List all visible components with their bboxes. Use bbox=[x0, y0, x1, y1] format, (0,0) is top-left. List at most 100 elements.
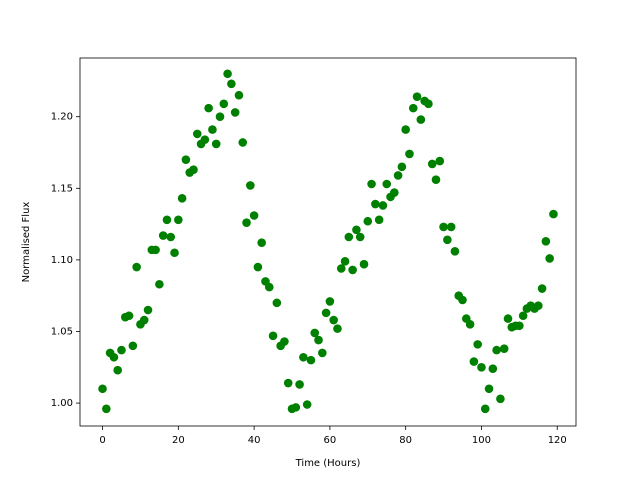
point bbox=[204, 103, 213, 113]
point bbox=[363, 216, 373, 226]
point bbox=[272, 298, 282, 308]
point bbox=[321, 308, 331, 318]
point bbox=[124, 311, 134, 321]
point bbox=[515, 321, 524, 331]
point bbox=[443, 235, 452, 245]
point bbox=[431, 175, 441, 185]
point bbox=[408, 103, 418, 113]
point bbox=[458, 295, 467, 305]
point bbox=[401, 125, 410, 134]
y-tick-label: 1.05 bbox=[51, 326, 73, 337]
point bbox=[427, 159, 437, 169]
point bbox=[208, 125, 217, 134]
point bbox=[177, 194, 187, 203]
point bbox=[227, 79, 236, 89]
point bbox=[249, 211, 259, 220]
point bbox=[117, 345, 126, 355]
point bbox=[132, 262, 141, 272]
point bbox=[450, 247, 460, 256]
point bbox=[253, 262, 263, 272]
point bbox=[143, 305, 153, 315]
point bbox=[299, 352, 308, 362]
point bbox=[238, 138, 248, 147]
point bbox=[98, 384, 107, 394]
point bbox=[503, 314, 513, 323]
point bbox=[374, 215, 384, 225]
point bbox=[499, 344, 509, 353]
point bbox=[291, 403, 301, 412]
y-axis-label: Normalised Flux bbox=[21, 202, 32, 283]
point bbox=[128, 341, 138, 351]
point bbox=[158, 231, 168, 240]
point bbox=[541, 236, 551, 246]
point bbox=[405, 149, 414, 159]
x-tick-label: 40 bbox=[248, 435, 261, 446]
point bbox=[477, 362, 486, 372]
point bbox=[246, 181, 255, 190]
y-tick-label: 1.20 bbox=[51, 112, 73, 123]
x-axis-label: Time (Hours) bbox=[295, 458, 361, 469]
point bbox=[378, 201, 388, 210]
point bbox=[166, 232, 176, 242]
point bbox=[496, 394, 505, 404]
point bbox=[382, 179, 392, 189]
y-tick-label: 1.00 bbox=[51, 398, 73, 409]
point bbox=[113, 365, 123, 375]
point bbox=[219, 99, 229, 109]
point bbox=[488, 364, 498, 374]
point bbox=[439, 222, 448, 232]
x-tick-label: 120 bbox=[548, 435, 567, 446]
y-tick-label: 1.15 bbox=[51, 183, 73, 194]
point bbox=[211, 139, 221, 149]
point bbox=[435, 156, 445, 166]
point bbox=[340, 257, 350, 266]
point bbox=[109, 352, 119, 362]
point bbox=[424, 99, 433, 109]
x-tick-label: 20 bbox=[172, 435, 185, 446]
point bbox=[325, 297, 335, 306]
point bbox=[393, 171, 403, 180]
point bbox=[170, 248, 179, 258]
x-tick-label: 0 bbox=[99, 435, 105, 446]
point bbox=[139, 315, 149, 325]
point bbox=[283, 378, 293, 388]
point bbox=[174, 215, 183, 225]
point bbox=[314, 335, 323, 345]
point bbox=[473, 340, 482, 349]
x-tick-label: 100 bbox=[472, 435, 491, 446]
point bbox=[446, 222, 456, 232]
point bbox=[234, 90, 244, 100]
point bbox=[333, 324, 342, 333]
point bbox=[155, 279, 164, 289]
point bbox=[215, 112, 225, 122]
y-tick-label: 1.10 bbox=[51, 255, 73, 266]
point bbox=[518, 311, 528, 321]
point bbox=[310, 328, 320, 338]
x-tick-label: 60 bbox=[324, 435, 337, 446]
point bbox=[280, 337, 289, 346]
point bbox=[545, 254, 554, 263]
point bbox=[242, 218, 251, 227]
point bbox=[162, 215, 172, 225]
point bbox=[371, 199, 380, 209]
point bbox=[306, 355, 316, 365]
point bbox=[264, 282, 274, 292]
point bbox=[480, 404, 490, 414]
x-tick-label: 80 bbox=[399, 435, 412, 446]
point bbox=[268, 331, 278, 341]
plot-frame bbox=[79, 57, 577, 427]
point bbox=[189, 165, 198, 174]
point bbox=[367, 179, 376, 189]
point bbox=[465, 320, 475, 329]
point bbox=[223, 69, 232, 79]
point bbox=[416, 115, 426, 124]
point bbox=[533, 301, 543, 311]
point bbox=[329, 315, 338, 325]
point bbox=[295, 380, 304, 389]
point bbox=[336, 264, 346, 273]
point bbox=[390, 188, 399, 197]
point bbox=[344, 232, 354, 242]
point bbox=[549, 209, 558, 219]
